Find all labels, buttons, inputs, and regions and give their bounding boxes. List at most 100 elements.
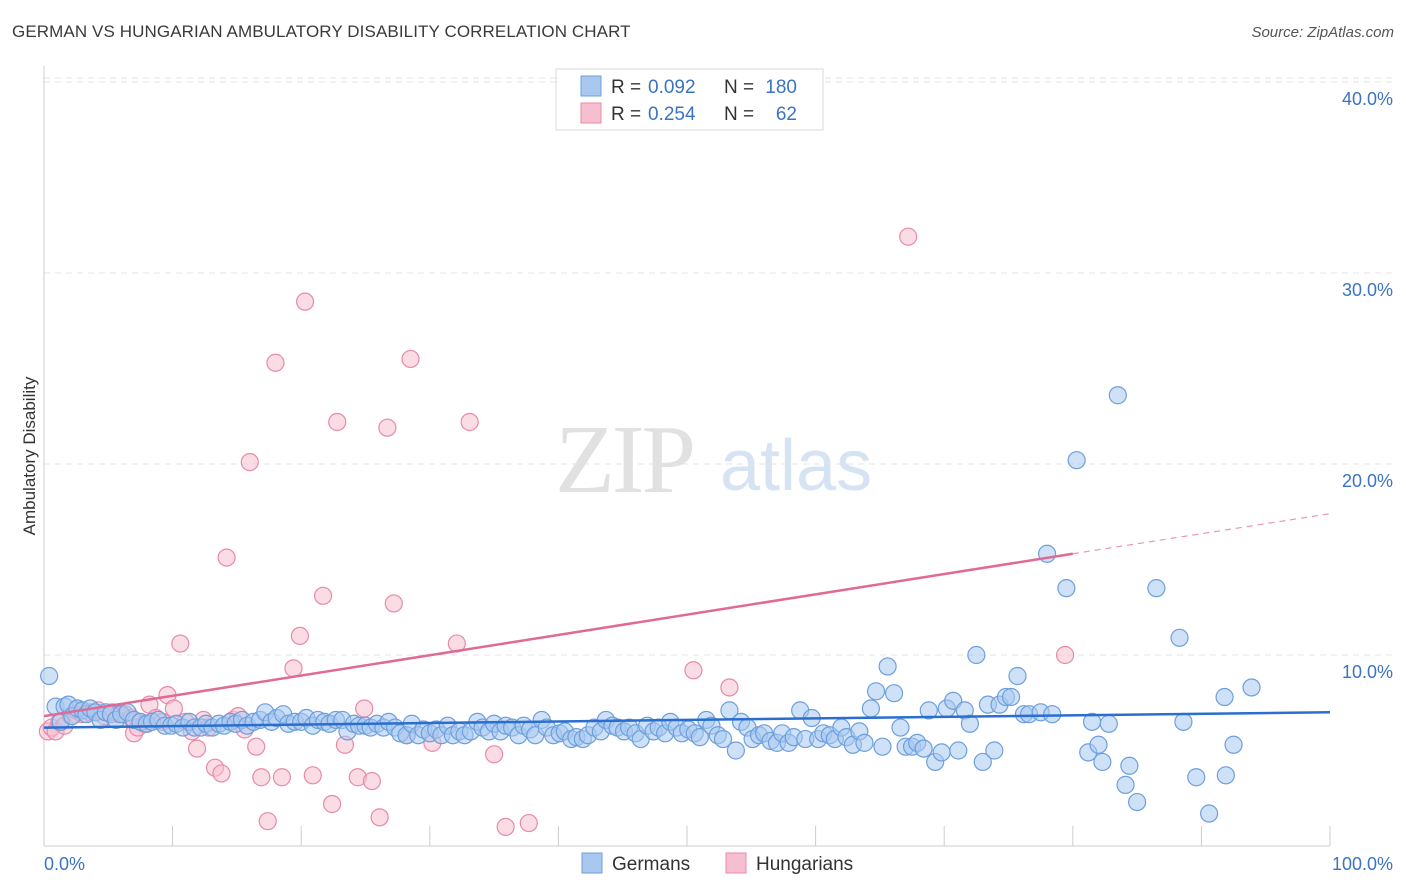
hungarian-point [272,768,292,787]
legend-r-label-hungarians: R = [611,104,641,125]
legend-swatch-germans [580,75,602,97]
watermark: ZIP atlas [555,406,872,514]
german-point [919,701,938,720]
y-axis-title: Ambulatory Disability [20,376,39,535]
german-point [973,752,992,772]
german-point [1174,712,1193,731]
german-point [1127,792,1147,812]
chart-title: GERMAN VS HUNGARIAN AMBULATORY DISABILIT… [12,22,631,41]
german-point [878,657,897,676]
source-label: Source: ZipAtlas.com [1251,24,1394,41]
german-point [1224,735,1243,754]
x-tick-label-min: 0.0% [44,854,85,874]
hungarian-point [496,817,515,837]
watermark-zip: ZIP [555,406,693,514]
x-axis-ticks [43,826,1331,846]
german-point [1120,756,1139,775]
hungarian-point [284,659,303,678]
german-point [1108,386,1127,405]
german-point [1116,775,1135,794]
german-point [1242,678,1261,697]
german-point [1200,804,1219,823]
german-point [1216,766,1235,785]
german-point [914,739,933,758]
hungarian-point [1055,645,1075,665]
hungarian-point [384,594,403,613]
legend-n-value-germans: 180 [765,77,797,98]
hungarian-point [313,586,333,605]
trend-lines [43,513,1331,729]
german-point [1057,579,1076,598]
german-point [1089,735,1108,754]
german-point [873,737,892,756]
legend-swatch-hungarians [580,102,602,124]
german-point [40,666,59,686]
hungarians-trend-line [43,552,1073,718]
bottom-legend-swatch-hungarians [725,852,747,874]
hungarian-point [401,349,420,369]
german-point [690,728,709,747]
hungarian-point [355,699,374,718]
hungarian-point [187,739,207,758]
hungarian-point [217,548,236,567]
hungarian-point [252,768,271,787]
hungarian-point [295,292,315,311]
hungarian-point [370,808,389,827]
german-point [1099,714,1118,733]
german-point [1067,451,1086,470]
german-point [861,699,880,718]
legend-n-label-hungarians: N = [724,104,754,125]
german-point [726,741,745,760]
hungarian-point [485,745,504,764]
legend-r-value-germans: 0.092 [648,77,696,98]
grid-lines [44,77,1392,656]
hungarian-point [212,764,231,783]
hungarian-point [519,813,538,833]
bottom-legend: Germans Hungarians [581,852,853,875]
hungarian-point [322,794,342,814]
hungarian-point [290,626,310,646]
german-point [1093,752,1112,772]
bottom-legend-swatch-germans [581,852,603,874]
german-point [1147,579,1166,598]
german-point [884,684,904,703]
hungarian-point [899,227,918,246]
hungarian-point [240,452,259,472]
hungarian-point [247,737,266,756]
y-tick-label: 30.0% [1342,280,1393,300]
bottom-legend-label-hungarians: Hungarians [756,854,853,875]
german-point [713,729,733,749]
german-point [855,733,874,752]
german-point [932,743,951,762]
hungarian-point [328,412,347,432]
x-tick-label-max: 100.0% [1332,854,1393,874]
y-tick-label: 10.0% [1342,662,1393,682]
hungarian-point [303,766,322,785]
y-tick-label: 20.0% [1342,471,1393,491]
germans-trend-line [43,711,1331,729]
hungarian-point [266,353,285,372]
hungarian-point [258,812,277,831]
hungarian-point [720,678,739,697]
legend-r-label-germans: R = [611,77,641,98]
hungarians-trend-extension [1072,513,1331,555]
german-point [1001,687,1021,707]
german-point [960,714,980,733]
hungarian-point [378,418,397,437]
german-point [891,718,910,737]
y-tick-labels: 10.0% 20.0% 30.0% 40.0% [1342,89,1393,682]
top-legend: R = 0.092 N = 180 R = 0.254 N = 62 [555,68,824,131]
legend-n-value-hungarians: 62 [776,104,797,125]
y-tick-label: 40.0% [1342,89,1393,109]
german-point [1215,687,1234,707]
german-point [1043,705,1062,724]
german-point [949,741,968,760]
german-point [1170,628,1189,647]
hungarian-point [171,634,190,653]
german-point [866,682,886,701]
hungarian-point [164,699,183,718]
german-point [1008,666,1027,686]
legend-r-value-hungarians: 0.254 [648,104,696,125]
hungarian-point [684,661,703,680]
